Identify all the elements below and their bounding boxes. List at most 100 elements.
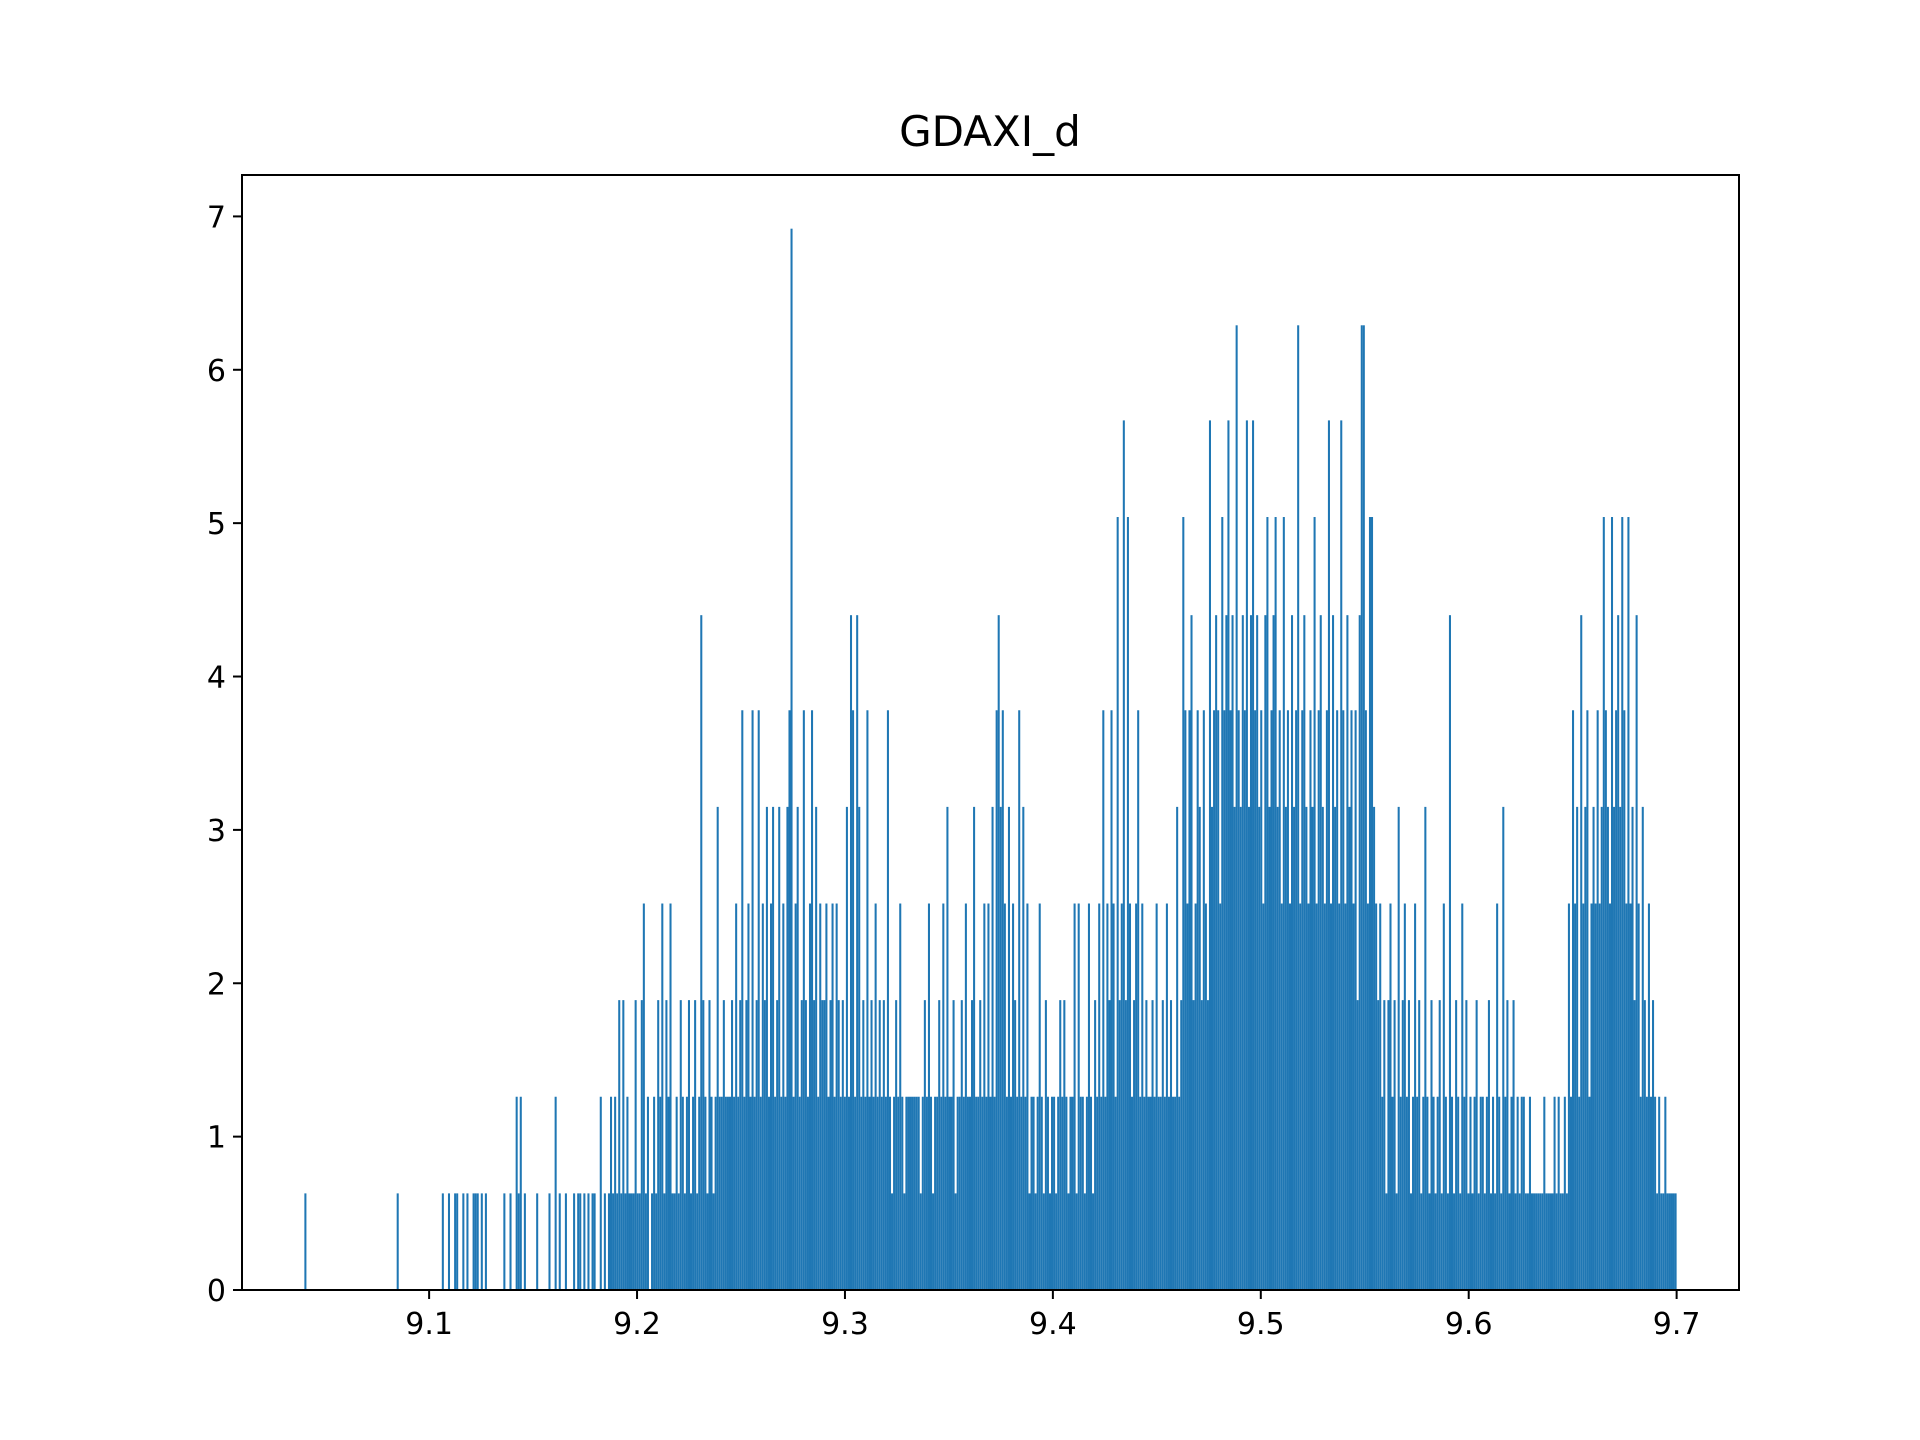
histogram-bar: [782, 903, 785, 1290]
bars-group: [304, 228, 1677, 1291]
histogram-bar: [696, 1193, 699, 1290]
histogram-bar: [726, 1096, 729, 1290]
histogram-bar: [1590, 903, 1593, 1290]
histogram-bar: [733, 1096, 736, 1290]
histogram-bar: [1155, 903, 1158, 1290]
histogram-bar: [1469, 1096, 1472, 1290]
histogram-bar: [624, 1193, 627, 1290]
histogram-bar: [638, 1193, 641, 1290]
histogram-bar: [1286, 710, 1289, 1290]
histogram-bar: [843, 1096, 846, 1290]
histogram-bar: [1541, 1193, 1544, 1290]
histogram-bar: [1526, 1193, 1529, 1290]
histogram-bar: [979, 1000, 982, 1290]
histogram-bar: [981, 1096, 984, 1290]
histogram-bar: [823, 1000, 826, 1290]
histogram-bar: [1637, 903, 1640, 1290]
histogram-bar: [944, 1096, 947, 1290]
histogram-bar: [579, 1193, 582, 1290]
histogram-bar: [749, 1096, 752, 1290]
histogram-bar: [1172, 1096, 1175, 1290]
histogram-bar: [886, 710, 889, 1290]
histogram-bar: [728, 1096, 732, 1290]
histogram-bar: [1235, 325, 1238, 1290]
x-tick-label: 9.2: [613, 1307, 661, 1342]
histogram-bar: [1430, 1000, 1433, 1290]
histogram-bar: [772, 806, 775, 1290]
histogram-bar: [983, 903, 986, 1290]
histogram-bar: [1180, 1000, 1183, 1290]
histogram-bar: [964, 903, 967, 1290]
histogram-bar: [558, 1193, 561, 1290]
histogram-bar: [714, 1096, 717, 1290]
histogram-bar: [1664, 1096, 1667, 1290]
histogram-bar: [1321, 806, 1324, 1290]
histogram-bar: [1163, 1096, 1166, 1290]
histogram-bar: [1409, 1193, 1413, 1290]
histogram-bar: [1254, 710, 1257, 1290]
histogram-bar: [1428, 1193, 1431, 1290]
histogram-bar: [1223, 710, 1226, 1290]
histogram-bar: [946, 806, 949, 1290]
histogram-bar: [702, 1000, 705, 1290]
histogram-bar: [1461, 903, 1464, 1290]
histogram-bar: [919, 1193, 922, 1290]
histogram-bar: [1110, 710, 1113, 1290]
histogram-bar: [1024, 1096, 1027, 1290]
histogram-bar: [1580, 615, 1583, 1290]
histogram-bar: [1604, 710, 1607, 1290]
histogram-bar: [554, 1096, 557, 1290]
histogram-bar: [845, 806, 848, 1290]
histogram-bar: [577, 1193, 580, 1290]
histogram-bar: [872, 1096, 875, 1290]
histogram-bar: [1270, 710, 1273, 1290]
histogram-bar: [1003, 903, 1006, 1290]
histogram-bar: [1557, 1096, 1560, 1290]
histogram-bar: [786, 806, 789, 1290]
histogram-bar: [1584, 806, 1587, 1290]
y-axis: 0 1 2 3 4 5 6 7: [207, 200, 242, 1309]
y-tick-label: 1: [207, 1121, 226, 1156]
histogram-bar: [517, 1193, 520, 1290]
histogram-bar: [1315, 903, 1318, 1290]
histogram-bar: [997, 615, 1000, 1290]
histogram-bar: [936, 1096, 939, 1290]
histogram-bar: [614, 1096, 617, 1290]
histogram-bar: [1457, 1096, 1460, 1290]
histogram-bar: [1149, 1096, 1152, 1290]
histogram-bar: [651, 1193, 654, 1290]
histogram-bar: [523, 1193, 526, 1290]
histogram-bar: [1098, 903, 1101, 1290]
histogram-bar: [995, 710, 998, 1290]
histogram-bar: [925, 1096, 928, 1290]
histogram-bar: [1401, 1000, 1404, 1290]
histogram-bar: [794, 903, 797, 1290]
histogram-bar: [1036, 1096, 1039, 1290]
histogram-bar: [1516, 1096, 1519, 1290]
histogram-bar: [1387, 1000, 1390, 1290]
histogram-bar: [968, 1096, 972, 1290]
histogram-bar: [1348, 806, 1351, 1290]
histogram-bar: [1422, 1096, 1425, 1290]
histogram-bar: [1274, 517, 1277, 1290]
histogram-bar: [1291, 615, 1294, 1290]
histogram-bar: [1549, 1193, 1552, 1290]
histogram-bar: [1658, 1096, 1661, 1290]
y-tick-label: 5: [207, 507, 226, 542]
histogram-bar: [1272, 615, 1275, 1290]
histogram-bar: [1297, 325, 1300, 1290]
histogram-bar: [1569, 1096, 1573, 1290]
histogram-bar: [1089, 1096, 1093, 1290]
histogram-bar: [1545, 1193, 1548, 1290]
histogram-bar: [1477, 1193, 1480, 1290]
histogram-bar: [519, 1096, 522, 1290]
histogram-bar: [698, 1096, 701, 1290]
histogram-bar: [1670, 1193, 1673, 1290]
histogram-bar: [1032, 1096, 1035, 1290]
histogram-bar: [599, 1096, 602, 1290]
histogram-bar: [704, 1096, 707, 1290]
histogram-bar: [1567, 903, 1570, 1290]
histogram-bar: [1194, 903, 1197, 1290]
histogram-bar: [1608, 903, 1611, 1290]
histogram-bar: [1338, 903, 1341, 1290]
